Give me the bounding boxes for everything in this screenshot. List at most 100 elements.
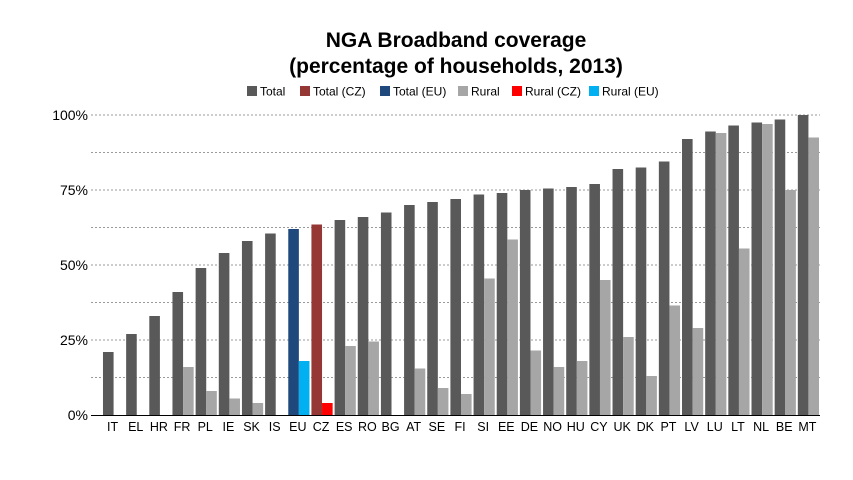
bar-rural xyxy=(599,280,611,415)
bar-rural xyxy=(553,367,565,415)
y-axis-ticks: 0% 25% 50% 75% 100% xyxy=(52,107,88,423)
bar-total xyxy=(102,352,114,415)
x-axis-categories: IT EL HR FR PL IE SK IS EU CZ ES RO BG AT SE FI SI EE DE NO… xyxy=(107,420,817,434)
bar-rural xyxy=(762,124,773,415)
x-category-label: EE xyxy=(498,420,515,434)
legend-label: Rural xyxy=(471,85,500,99)
chart-title: NGA Broadband coverage xyxy=(326,29,587,52)
bar-total xyxy=(288,229,299,415)
x-category-label: LV xyxy=(684,420,699,434)
bars xyxy=(102,115,820,415)
legend-swatch xyxy=(380,86,390,96)
bar-total xyxy=(519,190,531,415)
x-category-label: IS xyxy=(269,420,281,434)
x-category-label: HR xyxy=(150,420,168,434)
bar-rural xyxy=(715,133,727,415)
x-category-label: SI xyxy=(477,420,489,434)
legend-label: Total (EU) xyxy=(393,85,446,99)
x-category-label: FR xyxy=(174,420,191,434)
bar-total xyxy=(682,139,693,415)
legend-label: Total (CZ) xyxy=(313,85,366,99)
bar-total xyxy=(241,241,253,415)
bar-total xyxy=(427,202,438,415)
legend-label: Rural (EU) xyxy=(602,85,659,99)
bar-total xyxy=(751,122,763,415)
bar-rural xyxy=(252,403,264,415)
x-category-label: BE xyxy=(776,420,793,434)
bar-total xyxy=(728,125,739,415)
bar-rural xyxy=(576,361,588,415)
x-category-label: FI xyxy=(454,420,465,434)
x-category-label: EU xyxy=(289,420,306,434)
x-category-label: CY xyxy=(590,420,608,434)
bar-total xyxy=(265,233,276,415)
x-category-label: ES xyxy=(336,420,353,434)
x-category-label: DE xyxy=(521,420,538,434)
bar-total xyxy=(705,131,716,415)
bar-total xyxy=(334,220,346,415)
bar-rural xyxy=(785,190,796,415)
bar-rural xyxy=(484,278,495,415)
legend-label: Total xyxy=(260,85,285,99)
x-category-label: UK xyxy=(613,420,631,434)
bar-rural xyxy=(808,137,820,415)
bar-total xyxy=(797,115,809,415)
bar-rural xyxy=(507,239,518,415)
bar-total xyxy=(218,253,230,415)
bar-total xyxy=(172,292,184,415)
legend-swatch xyxy=(300,86,310,96)
bar-rural xyxy=(368,341,379,415)
bar-total xyxy=(311,224,323,415)
bar-rural xyxy=(692,328,704,415)
x-category-label: BG xyxy=(381,420,399,434)
bar-rural xyxy=(229,398,240,415)
x-category-label: LU xyxy=(707,420,723,434)
bar-total xyxy=(612,169,624,415)
legend-swatch xyxy=(589,86,599,96)
bar-total xyxy=(380,212,392,415)
y-tick-label: 25% xyxy=(60,332,88,348)
bar-rural xyxy=(646,376,657,415)
bar-rural xyxy=(530,350,542,415)
x-category-label: SE xyxy=(428,420,445,434)
y-tick-label: 75% xyxy=(60,182,88,198)
legend: Total Total (CZ) Total (EU) Rural Rural (CZ)… xyxy=(247,85,659,99)
bar-rural xyxy=(298,361,310,415)
x-category-label: EL xyxy=(128,420,143,434)
bar-rural xyxy=(669,305,681,415)
legend-swatch xyxy=(247,86,257,96)
bar-rural xyxy=(461,394,472,415)
y-tick-label: 100% xyxy=(52,107,88,123)
bar-total xyxy=(126,334,137,415)
bar-total xyxy=(357,217,369,415)
bar-rural xyxy=(183,367,194,415)
bar-total xyxy=(450,199,461,415)
x-category-label: CZ xyxy=(313,420,330,434)
x-category-label: SK xyxy=(243,420,260,434)
bar-total xyxy=(404,205,415,415)
x-category-label: NO xyxy=(543,420,562,434)
x-category-label: PL xyxy=(198,420,213,434)
chart-subtitle: (percentage of households, 2013) xyxy=(289,55,623,78)
bar-total xyxy=(149,316,160,415)
bar-rural xyxy=(414,368,426,415)
bar-total xyxy=(496,193,508,415)
x-category-label: IE xyxy=(222,420,234,434)
bar-total xyxy=(566,187,577,415)
bar-total xyxy=(635,167,647,415)
x-category-label: PT xyxy=(660,420,676,434)
bar-rural xyxy=(206,391,217,415)
bar-rural xyxy=(345,346,356,415)
y-tick-label: 0% xyxy=(68,407,88,423)
bar-total xyxy=(195,268,207,415)
bar-rural xyxy=(623,337,634,415)
legend-label: Rural (CZ) xyxy=(525,85,581,99)
x-category-label: AT xyxy=(406,420,421,434)
legend-swatch xyxy=(512,86,522,96)
bar-rural xyxy=(322,403,333,415)
x-category-label: MT xyxy=(798,420,816,434)
bar-rural xyxy=(738,248,750,415)
bar-total xyxy=(658,161,670,415)
bar-total xyxy=(589,184,600,415)
